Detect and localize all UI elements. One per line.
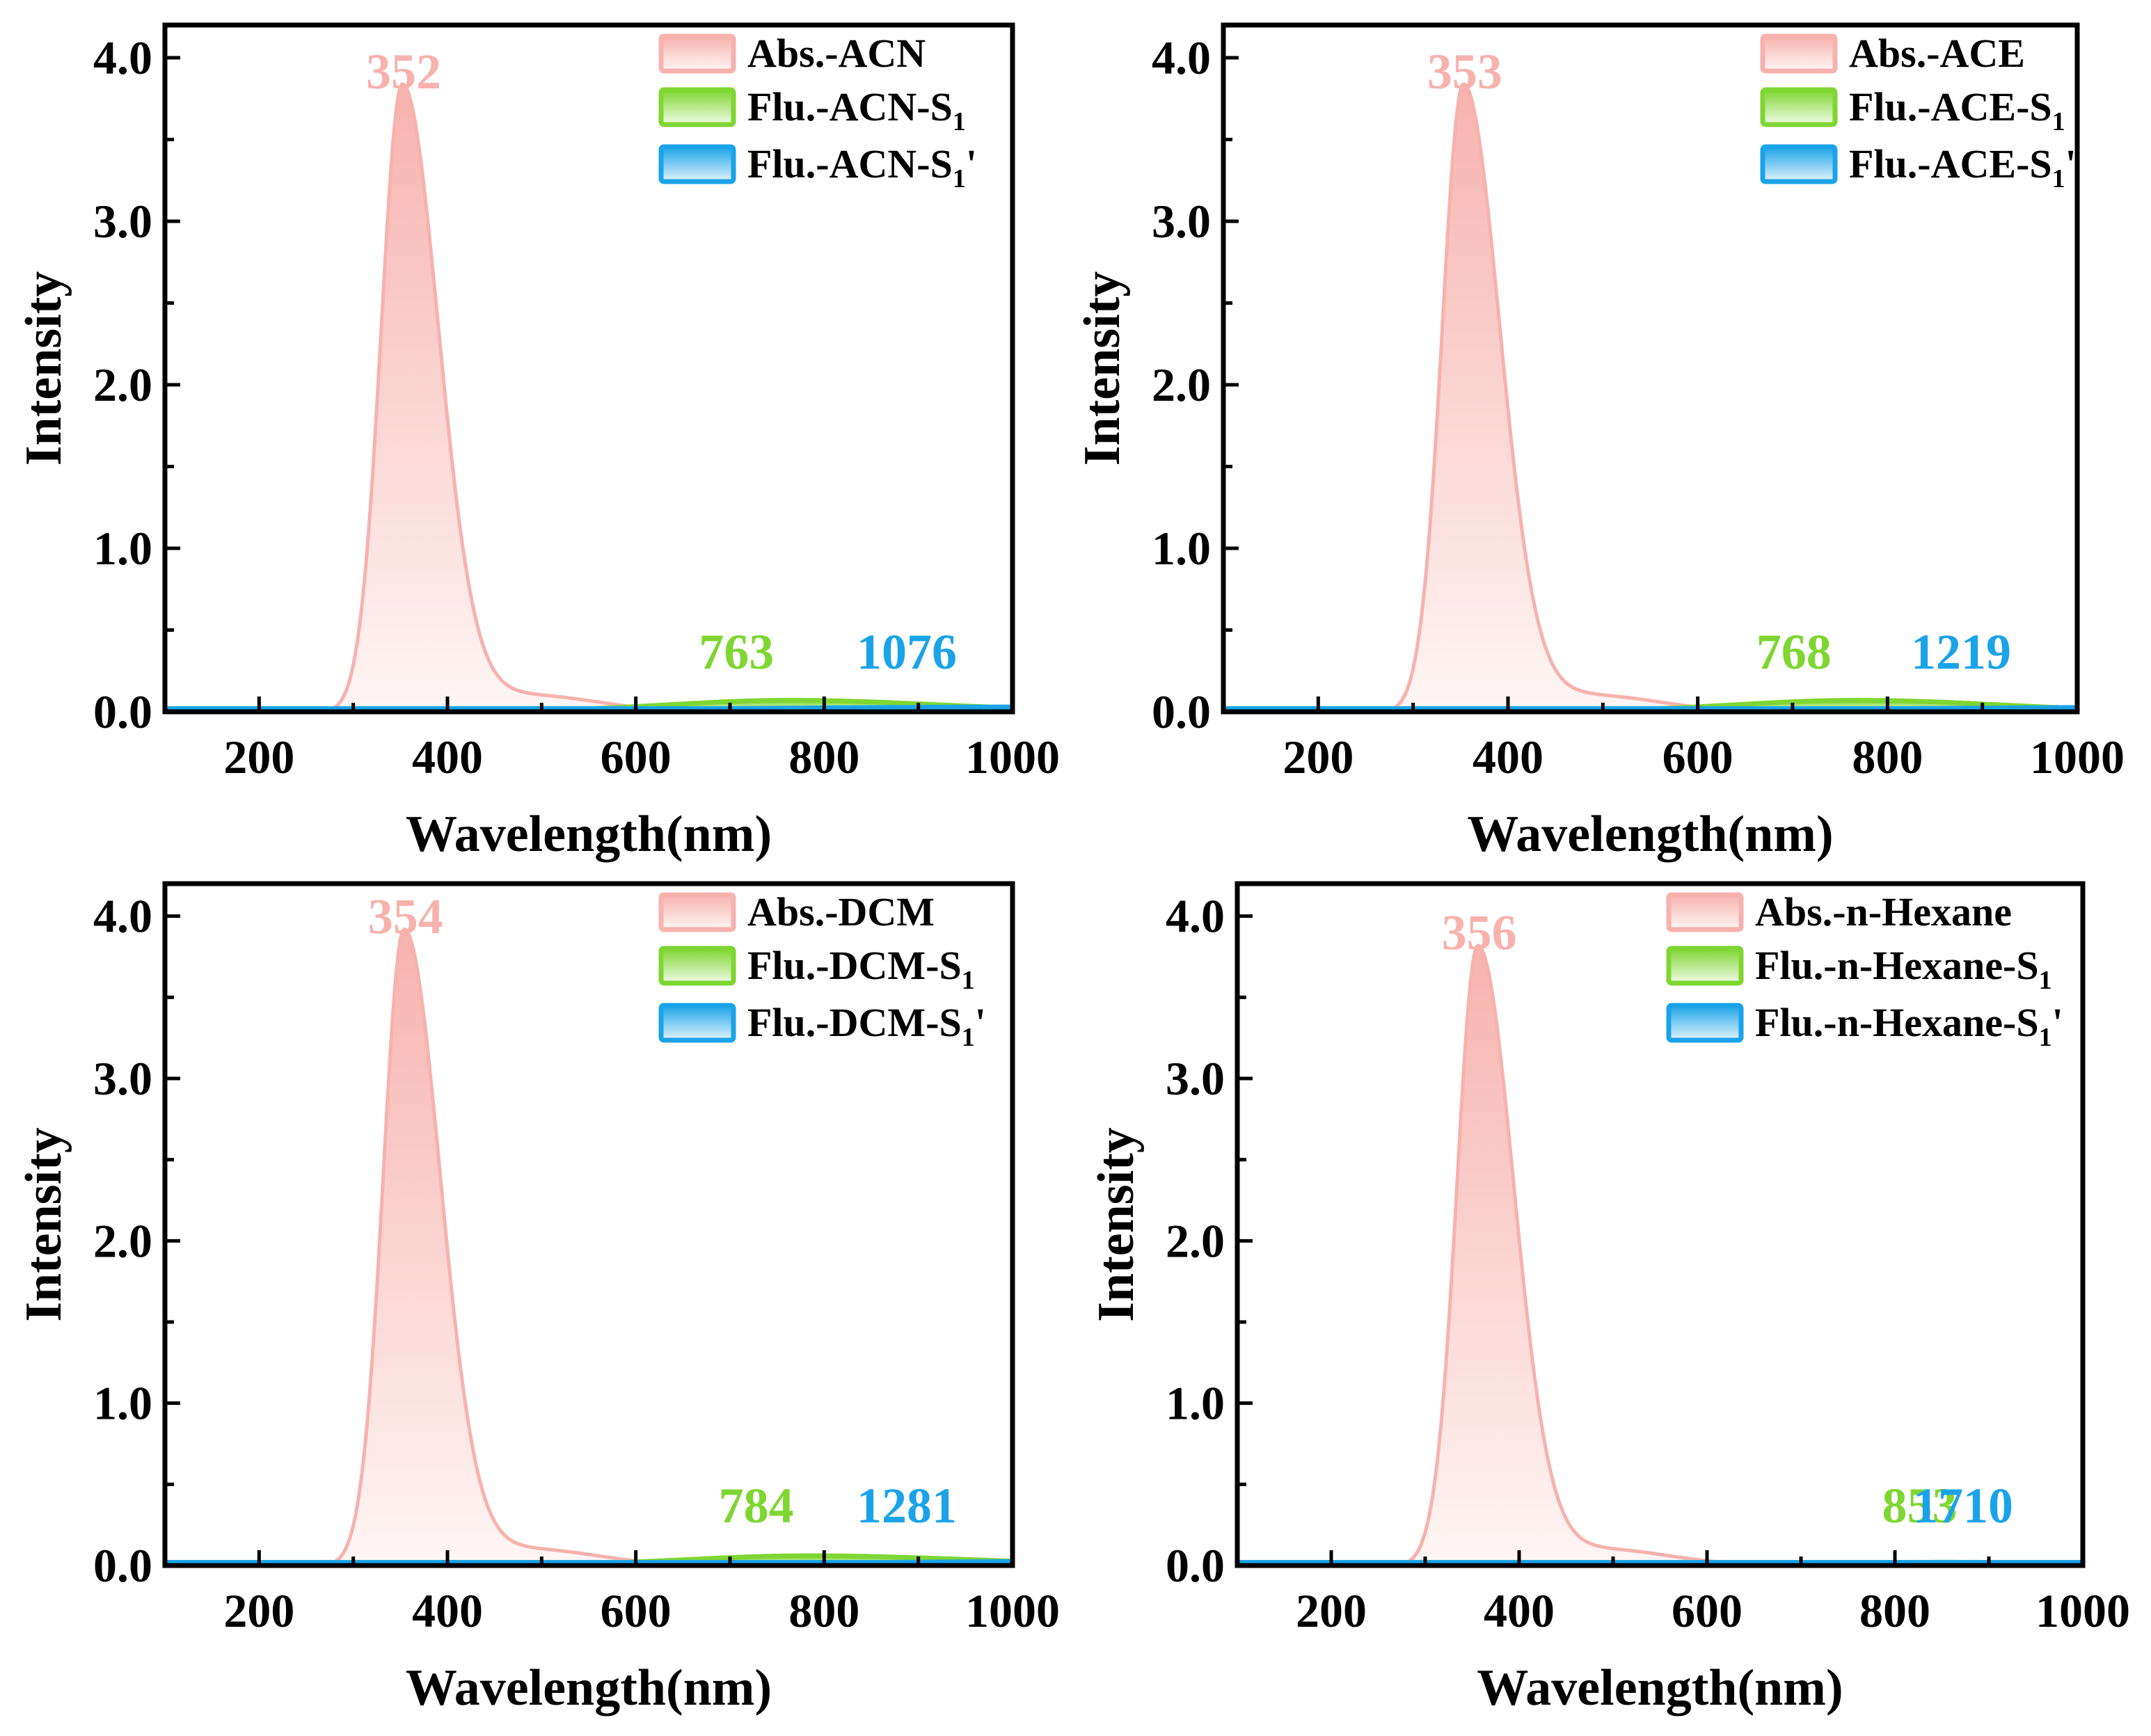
x-tick-label: 1000 bbox=[965, 1584, 1060, 1637]
y-tick-label: 1.0 bbox=[93, 522, 152, 575]
x-tick-label: 600 bbox=[601, 1584, 672, 1637]
x-tick-label: 200 bbox=[223, 731, 294, 783]
legend-label: Flu.-ACN-S1 bbox=[747, 84, 966, 136]
y-tick-label: 4.0 bbox=[1166, 890, 1225, 943]
peak-label: 1281 bbox=[857, 1478, 957, 1534]
peak-label: 763 bbox=[699, 624, 774, 680]
y-axis-label: Intensity bbox=[1074, 271, 1131, 466]
spectrum-panel: 200 400 600 800 1000 0.0 1.0 2.0 3.0 4.0 Wavelengt… bbox=[1088, 881, 2130, 1717]
x-tick-label: 600 bbox=[1662, 731, 1733, 783]
y-tick-label: 1.0 bbox=[1152, 522, 1211, 575]
legend-label: Flu.-DCM-S1' bbox=[747, 1000, 986, 1052]
legend-swatch bbox=[658, 87, 736, 127]
peak-label: 768 bbox=[1756, 624, 1832, 680]
y-tick-label: 3.0 bbox=[1152, 195, 1211, 248]
spectrum-panel: 200 400 600 800 1000 0.0 1.0 2.0 3.0 4.0 Wavelengt… bbox=[15, 881, 1060, 1717]
legend-label: Flu.-DCM-S1 bbox=[747, 943, 975, 995]
x-tick-label: 400 bbox=[1473, 731, 1543, 783]
peak-label: 356 bbox=[1442, 905, 1517, 961]
y-tick-label: 2.0 bbox=[93, 358, 152, 411]
x-tick-label: 600 bbox=[601, 731, 672, 783]
peak-label: 354 bbox=[368, 889, 443, 944]
spectrum-panel: 200 400 600 800 1000 0.0 1.0 2.0 3.0 4.0 Wavelengt… bbox=[1074, 22, 2125, 863]
x-axis-label: Wavelength(nm) bbox=[1467, 806, 1833, 863]
x-tick-label: 400 bbox=[1484, 1584, 1555, 1637]
legend-swatch bbox=[1666, 946, 1744, 986]
x-tick-label: 600 bbox=[1672, 1584, 1743, 1637]
x-tick-label: 800 bbox=[1859, 1584, 1930, 1637]
x-tick-label: 400 bbox=[412, 1584, 483, 1637]
x-axis-label: Wavelength(nm) bbox=[406, 1659, 772, 1717]
peak-label: 1076 bbox=[857, 624, 957, 680]
legend-swatch bbox=[1666, 1003, 1744, 1043]
legend-swatch bbox=[1760, 33, 1838, 74]
x-tick-label: 200 bbox=[223, 1584, 294, 1637]
plot-frame bbox=[1235, 881, 2086, 1568]
plot-frame bbox=[162, 881, 1015, 1568]
x-tick-label: 200 bbox=[1296, 1584, 1367, 1637]
plot-frame bbox=[1221, 22, 2080, 715]
x-tick-label: 1000 bbox=[2030, 731, 2125, 783]
x-tick-label: 800 bbox=[788, 731, 859, 783]
y-tick-label: 1.0 bbox=[93, 1377, 152, 1430]
x-axis-label: Wavelength(nm) bbox=[406, 806, 772, 863]
series-area bbox=[1237, 943, 2083, 1566]
x-tick-label: 200 bbox=[1283, 731, 1354, 783]
peak-label: 853 bbox=[1882, 1478, 1958, 1534]
peak-label: 784 bbox=[719, 1478, 794, 1534]
y-tick-label: 1.0 bbox=[1166, 1377, 1225, 1430]
legend-swatch bbox=[658, 1003, 736, 1043]
x-axis-label: Wavelength(nm) bbox=[1477, 1659, 1843, 1717]
plot-frame bbox=[162, 22, 1015, 715]
legend-label: Flu.-ACE-S1' bbox=[1849, 141, 2077, 193]
legend-label: Abs.-ACE bbox=[1849, 31, 2025, 76]
y-axis-label: Intensity bbox=[15, 1127, 72, 1322]
x-tick-label: 800 bbox=[788, 1584, 859, 1637]
spectrum-panel: 200 400 600 800 1000 0.0 1.0 2.0 3.0 4.0 Wavelengt… bbox=[15, 22, 1060, 863]
y-tick-label: 3.0 bbox=[93, 1052, 152, 1105]
series-area bbox=[1223, 82, 2077, 712]
y-tick-label: 2.0 bbox=[1152, 358, 1211, 411]
y-tick-label: 0.0 bbox=[1152, 685, 1211, 738]
legend-label: Flu.-n-Hexane-S1' bbox=[1755, 1000, 2063, 1052]
legend-swatch bbox=[658, 144, 736, 184]
x-tick-label: 800 bbox=[1852, 731, 1923, 783]
legend-label: Flu.-ACE-S1 bbox=[1849, 84, 2065, 136]
y-tick-label: 0.0 bbox=[93, 685, 152, 738]
legend-label: Abs.-n-Hexane bbox=[1755, 889, 2012, 934]
peak-label: 353 bbox=[1427, 44, 1502, 99]
y-tick-label: 3.0 bbox=[1166, 1052, 1225, 1105]
legend-swatch bbox=[1760, 87, 1838, 127]
y-tick-label: 4.0 bbox=[93, 31, 152, 84]
legend-swatch bbox=[658, 892, 736, 932]
y-tick-label: 2.0 bbox=[1166, 1214, 1225, 1267]
series-area bbox=[165, 82, 1013, 712]
legend-label: Flu.-n-Hexane-S1 bbox=[1755, 943, 2052, 995]
legend-label: Flu.-ACN-S1' bbox=[747, 141, 977, 193]
x-tick-label: 400 bbox=[412, 731, 483, 783]
y-tick-label: 2.0 bbox=[93, 1214, 152, 1267]
legend-label: Abs.-ACN bbox=[747, 31, 926, 76]
peak-label: 1219 bbox=[1911, 624, 2011, 680]
legend-swatch bbox=[658, 33, 736, 74]
legend-swatch bbox=[1760, 144, 1838, 184]
peak-label: 1710 bbox=[1913, 1478, 2013, 1534]
y-tick-label: 4.0 bbox=[1152, 31, 1211, 84]
legend-swatch bbox=[658, 946, 736, 986]
peak-label: 352 bbox=[366, 44, 441, 99]
x-tick-label: 1000 bbox=[2035, 1584, 2130, 1637]
y-axis-label: Intensity bbox=[1088, 1127, 1145, 1322]
y-tick-label: 4.0 bbox=[93, 890, 152, 943]
y-axis-label: Intensity bbox=[15, 271, 72, 466]
legend-swatch bbox=[1666, 892, 1744, 932]
legend-label: Abs.-DCM bbox=[747, 889, 935, 934]
y-tick-label: 0.0 bbox=[93, 1539, 152, 1592]
series-area bbox=[165, 927, 1013, 1566]
x-tick-label: 1000 bbox=[965, 731, 1060, 783]
y-tick-label: 3.0 bbox=[93, 195, 152, 248]
y-tick-label: 0.0 bbox=[1166, 1539, 1225, 1592]
